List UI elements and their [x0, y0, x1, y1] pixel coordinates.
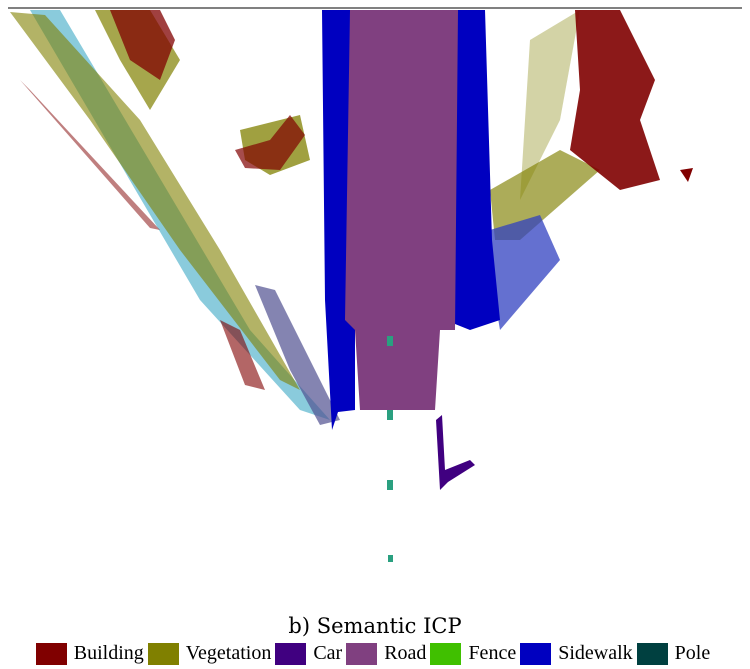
- legend-swatch: [637, 643, 668, 665]
- legend-label: Fence: [468, 642, 516, 665]
- legend-item: Building: [36, 642, 144, 665]
- road-points: [345, 10, 458, 410]
- legend-label: Sidewalk: [558, 642, 632, 665]
- pole-points: [387, 480, 393, 490]
- legend-item: Pole: [637, 642, 711, 665]
- legend-swatch: [148, 643, 179, 665]
- legend-item: Sidewalk: [520, 642, 632, 665]
- legend-swatch: [36, 643, 67, 665]
- figure: b) Semantic ICP Building Vegetation Car Roa…: [0, 0, 750, 669]
- car-points: [436, 415, 475, 490]
- legend-label: Vegetation: [186, 642, 272, 665]
- legend-label: Building: [74, 642, 144, 665]
- legend-label: Pole: [675, 642, 711, 665]
- legend-item: Fence: [430, 642, 516, 665]
- sidewalk-points: [490, 215, 560, 330]
- legend-item: Vegetation: [148, 642, 272, 665]
- pole-points: [388, 555, 393, 562]
- legend-swatch: [520, 643, 551, 665]
- legend: Building Vegetation Car Road Fence Sidewalk Po…: [0, 642, 750, 665]
- legend-item: Road: [346, 642, 426, 665]
- building-points: [680, 168, 693, 182]
- legend-swatch: [430, 643, 461, 665]
- point-cloud: [0, 0, 750, 610]
- legend-item: Car: [275, 642, 342, 665]
- pole-points: [387, 410, 393, 420]
- legend-label: Road: [384, 642, 426, 665]
- caption: b) Semantic ICP: [0, 614, 750, 638]
- legend-label: Car: [313, 642, 342, 665]
- legend-swatch: [346, 643, 377, 665]
- legend-swatch: [275, 643, 306, 665]
- pole-points: [387, 336, 393, 346]
